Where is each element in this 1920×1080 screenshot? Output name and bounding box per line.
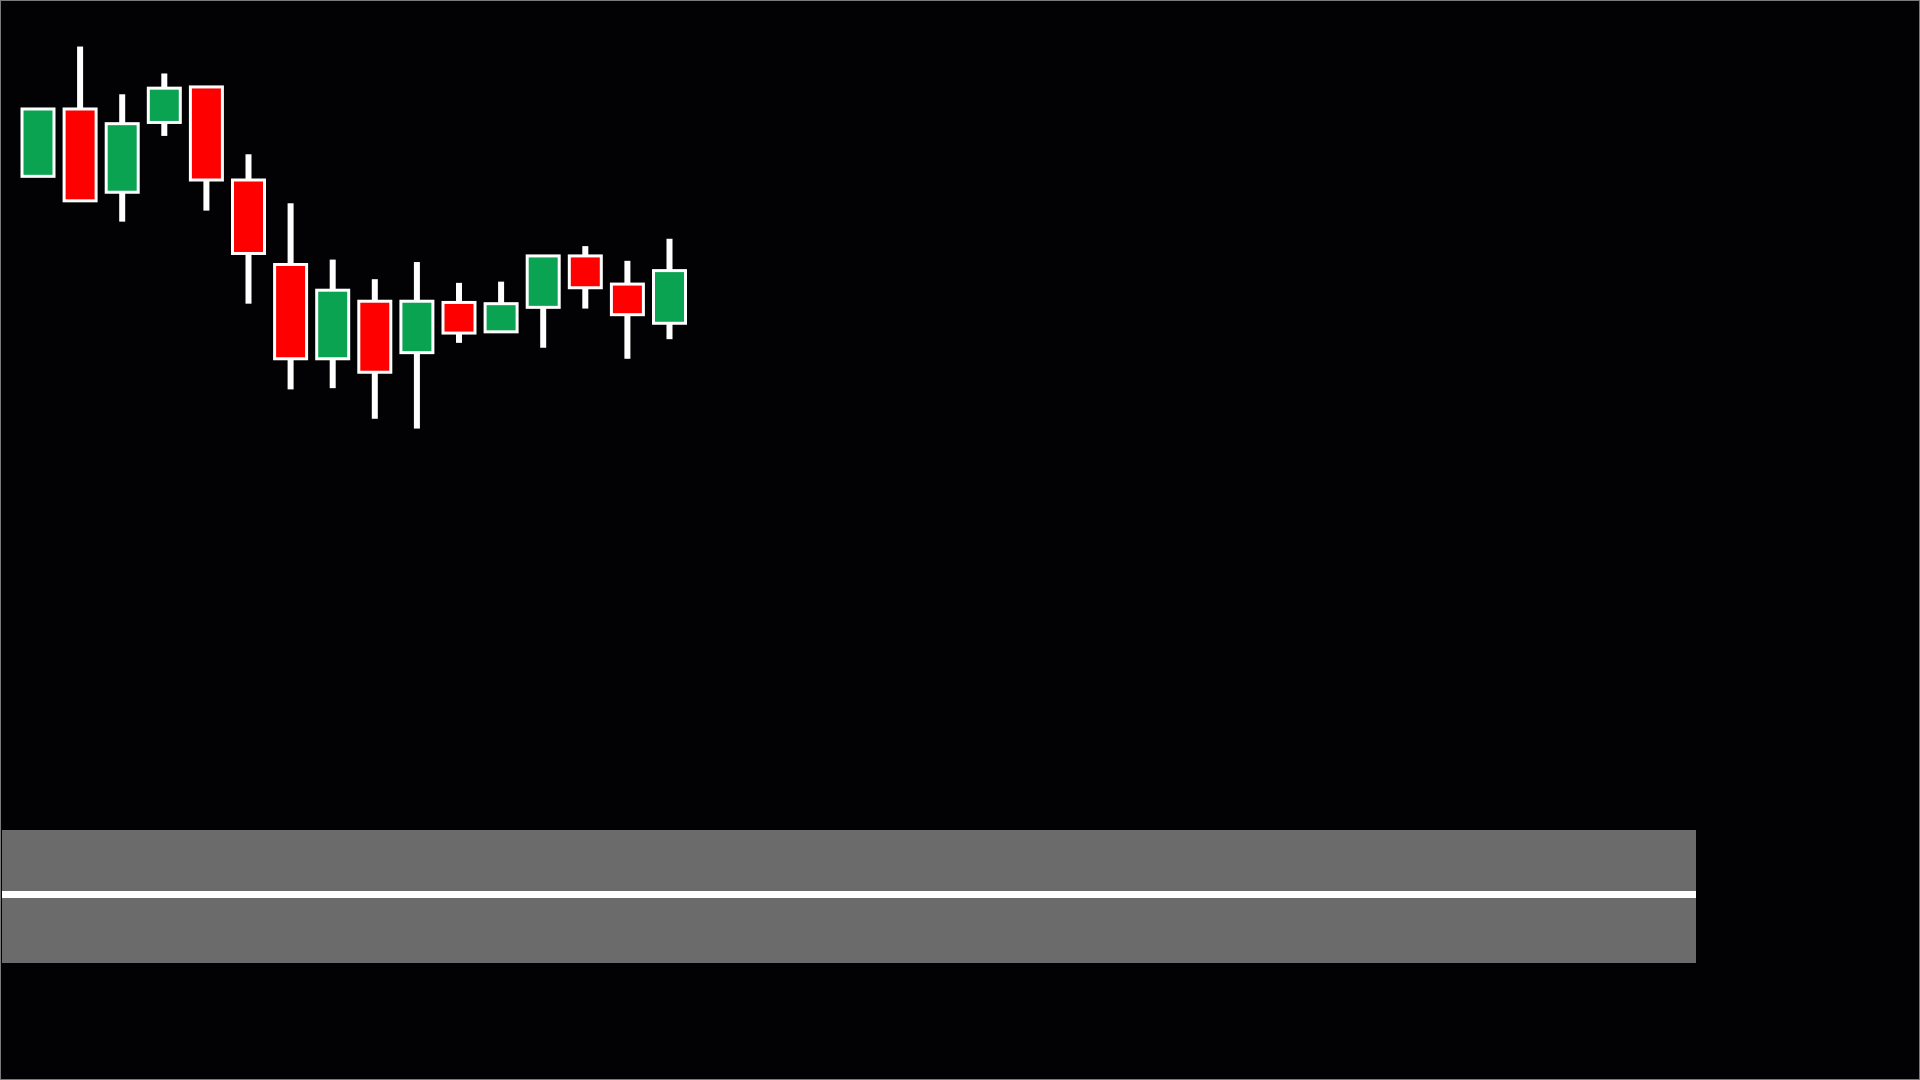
candle-body xyxy=(20,107,56,178)
candle-body xyxy=(525,254,561,309)
candle-body xyxy=(609,282,645,317)
candle-body xyxy=(315,288,351,361)
candle-body xyxy=(567,254,603,290)
candle-body xyxy=(62,107,98,203)
candle-body xyxy=(273,262,309,361)
candle-body xyxy=(652,269,687,325)
candle-body xyxy=(104,122,140,194)
candle-body xyxy=(441,300,477,335)
candle-body xyxy=(188,85,224,182)
scroll-line xyxy=(2,891,1696,898)
candle-body xyxy=(483,302,519,334)
candle-body xyxy=(231,178,266,255)
candle-body xyxy=(357,299,393,374)
candle-body xyxy=(399,299,435,355)
candle-body xyxy=(146,86,182,124)
